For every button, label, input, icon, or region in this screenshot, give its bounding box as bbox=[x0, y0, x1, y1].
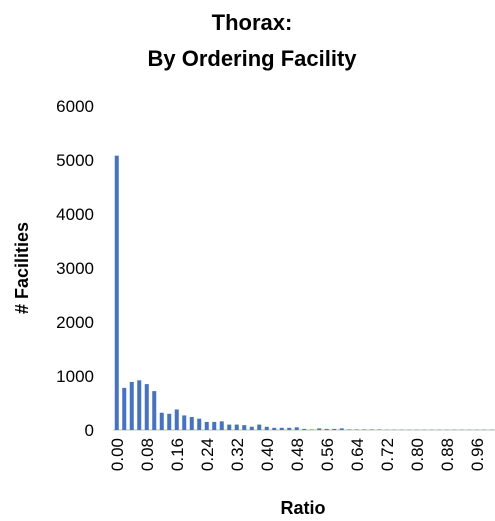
bar bbox=[212, 421, 217, 430]
chart-title: By Ordering Facility bbox=[147, 46, 357, 71]
bar bbox=[294, 427, 299, 430]
bar bbox=[272, 427, 277, 430]
x-tick-label: 0.16 bbox=[168, 438, 187, 471]
y-tick-label: 5000 bbox=[56, 151, 94, 170]
bar bbox=[167, 413, 172, 430]
bar bbox=[369, 429, 374, 430]
bar bbox=[249, 426, 254, 430]
x-tick-label: 0.96 bbox=[468, 438, 487, 471]
bar bbox=[137, 380, 142, 430]
x-tick-label: 0.64 bbox=[348, 438, 367, 471]
bar bbox=[242, 425, 247, 430]
bar bbox=[182, 415, 187, 430]
x-tick-label: 0.88 bbox=[438, 438, 457, 471]
y-tick-label: 3000 bbox=[56, 259, 94, 278]
bar bbox=[257, 424, 262, 430]
x-tick-label: 0.40 bbox=[258, 438, 277, 471]
bar bbox=[347, 429, 352, 430]
bar bbox=[174, 409, 179, 430]
bar bbox=[354, 429, 359, 430]
bar bbox=[152, 391, 157, 430]
bar bbox=[129, 381, 134, 430]
x-tick-label: 0.08 bbox=[138, 438, 157, 471]
bar bbox=[332, 428, 337, 430]
y-tick-label: 2000 bbox=[56, 313, 94, 332]
bar bbox=[114, 155, 119, 430]
bar bbox=[339, 428, 344, 430]
bar bbox=[287, 427, 292, 430]
bar bbox=[219, 421, 224, 430]
y-tick-label: 6000 bbox=[56, 97, 94, 116]
x-tick-label: 0.24 bbox=[198, 438, 217, 471]
chart-title: Thorax: bbox=[212, 10, 293, 35]
bar bbox=[264, 426, 269, 430]
bar bbox=[377, 429, 382, 430]
bar bbox=[144, 384, 149, 430]
bar bbox=[189, 417, 194, 430]
bar bbox=[227, 424, 232, 430]
x-axis-title: Ratio bbox=[281, 498, 326, 518]
bar bbox=[362, 429, 367, 430]
y-axis-title: # Facilities bbox=[12, 222, 32, 314]
bar bbox=[317, 428, 322, 430]
bar bbox=[324, 428, 329, 430]
x-tick-label: 0.72 bbox=[378, 438, 397, 471]
bar bbox=[234, 424, 239, 430]
bar bbox=[204, 421, 209, 430]
x-tick-label: 0.80 bbox=[408, 438, 427, 471]
y-tick-label: 1000 bbox=[56, 367, 94, 386]
bar bbox=[302, 428, 307, 430]
x-tick-label: 0.00 bbox=[108, 438, 127, 471]
y-tick-label: 4000 bbox=[56, 205, 94, 224]
bar bbox=[122, 387, 127, 430]
bar bbox=[159, 412, 164, 430]
bar bbox=[309, 429, 314, 430]
x-tick-label: 0.56 bbox=[318, 438, 337, 471]
bar bbox=[197, 418, 202, 430]
bar bbox=[279, 427, 284, 430]
x-tick-label: 0.48 bbox=[288, 438, 307, 471]
x-tick-label: 0.32 bbox=[228, 438, 247, 471]
y-tick-label: 0 bbox=[85, 421, 94, 440]
